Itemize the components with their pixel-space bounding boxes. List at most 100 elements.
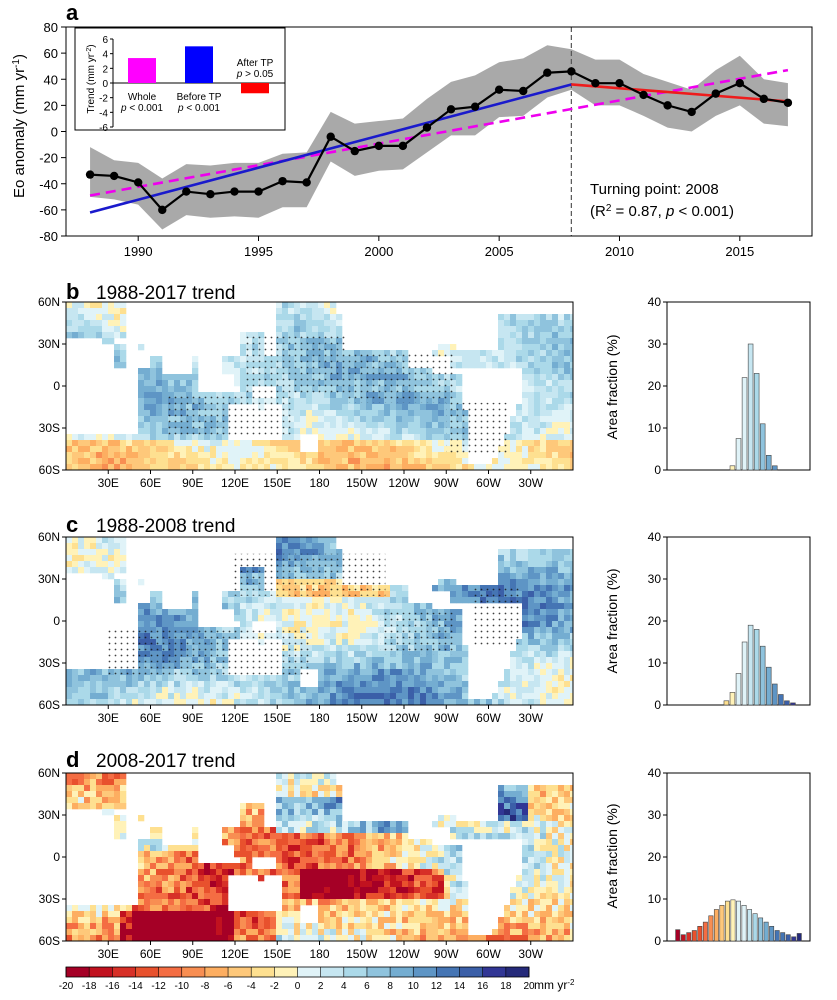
- map-cell: [288, 675, 295, 682]
- map-cell: [330, 657, 337, 664]
- map-cell: [78, 555, 85, 562]
- map-cell: [330, 639, 337, 646]
- map-cell: [216, 911, 223, 918]
- map-cell: [72, 803, 79, 810]
- map-cell: [156, 693, 163, 700]
- map-cell: [474, 827, 481, 834]
- map-cell: [390, 597, 397, 604]
- map-cell: [78, 458, 85, 465]
- map-cell: [312, 645, 319, 652]
- map-cell: [294, 797, 301, 804]
- map-cell: [414, 929, 421, 936]
- map-cell: [330, 803, 337, 810]
- map-cell: [516, 464, 523, 471]
- map-cell: [102, 537, 109, 544]
- map-cell: [114, 302, 121, 309]
- map-cell: [324, 603, 331, 610]
- map-cell: [438, 663, 445, 670]
- map-cell: [558, 791, 565, 798]
- map-cell: [528, 863, 535, 870]
- map-cell: [450, 681, 457, 688]
- map-cell: [378, 404, 385, 411]
- map-cell: [180, 452, 187, 459]
- map-cell: [348, 869, 355, 876]
- panel-a: a Eo anomaly (mm yr-1) -80-60-40-2002040…: [11, 0, 813, 259]
- map-cell: [312, 410, 319, 417]
- map-cell: [570, 693, 574, 700]
- map-cell: [318, 615, 325, 622]
- map-cell: [120, 314, 127, 321]
- map-cell: [348, 681, 355, 688]
- map-cell: [522, 332, 529, 339]
- map-cell: [222, 905, 229, 912]
- map-cell: [390, 464, 397, 471]
- map-cell: [312, 428, 319, 435]
- map-cell: [336, 422, 343, 429]
- map-cell: [348, 639, 355, 646]
- map-cell: [372, 893, 379, 900]
- map-cell: [294, 851, 301, 858]
- map-cell: [222, 875, 229, 882]
- map-cell: [324, 615, 331, 622]
- map-cell: [516, 404, 523, 411]
- y-tick-label: 20: [44, 98, 58, 113]
- map-cell: [444, 464, 451, 471]
- colorbar-swatch: [66, 967, 90, 977]
- map-cell: [162, 416, 169, 423]
- map-cell: [516, 452, 523, 459]
- map-cell: [72, 567, 79, 574]
- map-cell: [438, 434, 445, 441]
- map-cell: [330, 875, 337, 882]
- map-cell: [552, 597, 559, 604]
- map-cell: [510, 416, 517, 423]
- map-cell: [570, 675, 574, 682]
- map-cell: [78, 779, 85, 786]
- map-cell: [336, 699, 343, 706]
- map-cell: [456, 917, 463, 924]
- map-cell: [306, 875, 313, 882]
- map-cell: [252, 821, 259, 828]
- map-cell: [330, 543, 337, 550]
- map-cell: [522, 827, 529, 834]
- map-cell: [342, 615, 349, 622]
- map-cell: [384, 434, 391, 441]
- map-cell: [390, 440, 397, 447]
- map-cell: [516, 446, 523, 453]
- map-cell: [318, 839, 325, 846]
- map-cell: [528, 785, 535, 792]
- lon-label: 120E: [221, 711, 249, 725]
- map-cell: [336, 675, 343, 682]
- map-cell: [306, 857, 313, 864]
- map-cell: [336, 651, 343, 658]
- map-cell: [348, 875, 355, 882]
- map-cell: [168, 458, 175, 465]
- map-cell: [150, 464, 157, 471]
- map-cell: [438, 422, 445, 429]
- map-cell: [570, 869, 574, 876]
- map-cell: [378, 881, 385, 888]
- map-cell: [300, 609, 307, 616]
- map-cell: [330, 773, 337, 780]
- lat-label: 30N: [38, 572, 60, 586]
- map-cell: [522, 338, 529, 345]
- map-cell: [564, 639, 571, 646]
- map-cell: [402, 869, 409, 876]
- map-cell: [564, 452, 571, 459]
- map-cell: [360, 687, 367, 694]
- map-cell: [306, 845, 313, 852]
- map-cell: [84, 803, 91, 810]
- map-cell: [282, 675, 289, 682]
- map-cell: [336, 639, 343, 646]
- map-cell: [546, 899, 553, 906]
- map-cell: [348, 899, 355, 906]
- lon-label: 120E: [221, 476, 249, 490]
- map-cell: [450, 887, 457, 894]
- histogram-y-tick-label: 40: [648, 530, 662, 544]
- map-cell: [240, 464, 247, 471]
- map-cell: [390, 681, 397, 688]
- map-cell: [126, 693, 133, 700]
- map-cell: [96, 699, 103, 706]
- map-cell: [498, 815, 505, 822]
- map-cell: [300, 537, 307, 544]
